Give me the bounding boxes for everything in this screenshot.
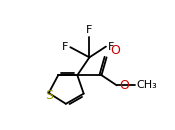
Text: F: F: [86, 25, 93, 35]
Text: CH₃: CH₃: [137, 80, 158, 90]
Text: O: O: [119, 79, 129, 92]
Text: F: F: [108, 42, 114, 52]
Text: O: O: [110, 44, 120, 57]
Text: S: S: [45, 89, 53, 102]
Text: F: F: [62, 42, 68, 52]
